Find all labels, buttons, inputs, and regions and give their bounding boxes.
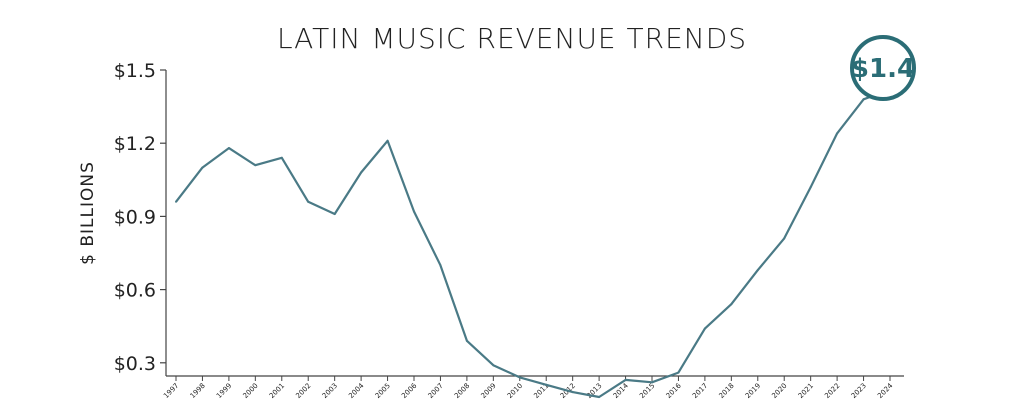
y-tick-label: $0.6 (114, 280, 156, 302)
x-tick-label: 2005 (374, 382, 392, 400)
data-point (413, 210, 415, 213)
y-axis-label: $ BILLIONS (78, 161, 98, 265)
data-point (465, 339, 468, 342)
data-point (333, 212, 336, 215)
x-tick-label: 2024 (876, 381, 895, 400)
x-tick-label: 2010 (506, 382, 524, 400)
data-point (492, 364, 495, 367)
data-point (730, 303, 733, 306)
x-tick-label: 2016 (665, 381, 684, 400)
callout-ring (850, 35, 916, 101)
data-point (227, 147, 230, 150)
x-tick-label: 2006 (400, 381, 419, 400)
x-tick-label: 2019 (744, 382, 762, 400)
series-line (175, 88, 891, 399)
x-tick-label: 2002 (294, 382, 312, 400)
data-point (518, 376, 521, 379)
data-point (360, 171, 363, 174)
x-tick-label: 2015 (638, 382, 656, 400)
data-point (783, 237, 786, 240)
data-point (703, 327, 706, 330)
x-tick-label: 2008 (453, 382, 471, 400)
x-tick-label: 2022 (823, 382, 841, 400)
data-point (175, 200, 177, 203)
x-tick-label: 2018 (717, 382, 735, 400)
data-point (836, 132, 839, 135)
x-tick-label: 2009 (479, 382, 497, 400)
data-point (571, 391, 574, 394)
data-point (809, 186, 812, 189)
x-tick-label: 2007 (427, 382, 445, 400)
callout-group: $1.4 (850, 35, 916, 101)
data-point (756, 269, 759, 272)
x-tick-label: 1997 (162, 382, 180, 400)
y-tick-label: $0.3 (114, 353, 156, 375)
data-point (307, 200, 310, 203)
x-tick-label: 2021 (797, 382, 815, 400)
data-point (598, 395, 601, 398)
x-tick-label: 2004 (347, 381, 366, 400)
x-tick-label: 2014 (612, 381, 631, 400)
x-tick-label: 2017 (691, 382, 709, 400)
data-point (862, 98, 865, 101)
data-point (280, 156, 283, 159)
x-tick-label: 2000 (241, 382, 259, 400)
x-tick-label: 2003 (321, 382, 339, 400)
x-tick-label: 2020 (770, 382, 788, 400)
data-point (439, 264, 442, 267)
x-tick-label: 1998 (189, 382, 207, 400)
x-tick-label: 2013 (585, 382, 603, 400)
y-axis-ticks: $0.3 $0.6 $0.9 $1.2 $1.5 (114, 60, 166, 375)
series-group (175, 88, 891, 399)
x-tick-label: 2023 (850, 382, 868, 400)
data-point (677, 371, 680, 374)
data-point (201, 166, 204, 169)
y-tick-label: $0.9 (114, 206, 156, 228)
x-tick-label: 2001 (268, 382, 286, 400)
callout-label: $1.4 (851, 54, 915, 84)
data-point (624, 378, 627, 381)
data-point (386, 139, 389, 142)
data-point (254, 164, 257, 167)
y-tick-label: $1.2 (114, 133, 156, 155)
chart-title: LATIN MUSIC REVENUE TRENDS (277, 22, 747, 55)
axes (165, 70, 904, 377)
data-point (545, 383, 548, 386)
data-point (651, 381, 653, 384)
x-tick-label: 1999 (215, 382, 233, 400)
y-tick-label: $1.5 (114, 60, 156, 82)
